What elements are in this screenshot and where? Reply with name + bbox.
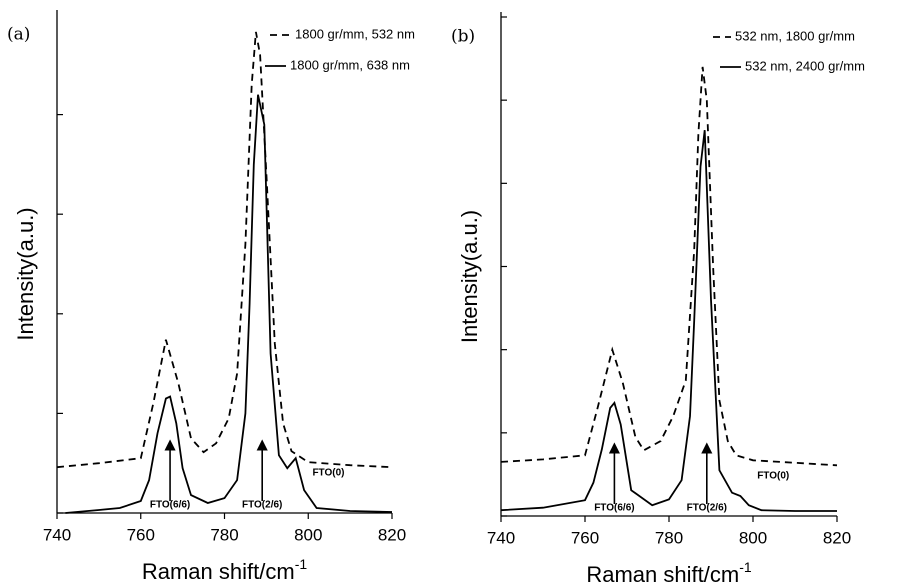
series-line: [500, 129, 837, 512]
y-axis-label: Intensity(a.u.): [457, 210, 482, 343]
annotation-label: FTO(0): [757, 471, 789, 482]
legend-label: 1800 gr/mm, 532 nm: [295, 26, 415, 41]
x-axis-label: Raman shift/cm-1: [142, 556, 307, 584]
x-tick-label: 740: [487, 528, 515, 547]
x-tick-label: 800: [739, 528, 767, 547]
x-tick-label: 800: [294, 525, 322, 544]
x-tick-label: 780: [655, 528, 683, 547]
x-tick-label: 820: [823, 528, 851, 547]
y-axis-label: Intensity(a.u.): [13, 207, 38, 340]
annotation-label: FTO(2/6): [687, 503, 727, 514]
x-axis-label-sup: -1: [295, 556, 308, 572]
x-axis-label-text: Raman shift/cm: [142, 559, 295, 584]
x-tick-label: 760: [127, 525, 155, 544]
series-line: [56, 31, 393, 469]
annotation-label: FTO(0): [312, 468, 344, 479]
annotation-label: FTO(6/6): [594, 503, 634, 514]
x-axis-label-sup: -1: [739, 559, 752, 575]
panel-label: (a): [7, 25, 30, 45]
panel-label: (b): [451, 27, 475, 47]
series-line: [65, 94, 393, 514]
x-axis-label-text: Raman shift/cm: [586, 562, 739, 587]
x-axis-label: Raman shift/cm-1: [586, 559, 751, 587]
annotation-label: FTO(6/6): [150, 500, 190, 511]
legend-label: 532 nm, 2400 gr/mm: [745, 58, 865, 73]
x-tick-label: 760: [571, 528, 599, 547]
x-tick-label: 740: [43, 525, 71, 544]
series-line: [500, 66, 838, 467]
legend-label: 1800 gr/mm, 638 nm: [290, 57, 410, 72]
x-tick-label: 780: [210, 525, 238, 544]
annotation-label: FTO(2/6): [242, 500, 282, 511]
legend-label: 532 nm, 1800 gr/mm: [735, 28, 855, 43]
x-tick-label: 820: [378, 525, 406, 544]
